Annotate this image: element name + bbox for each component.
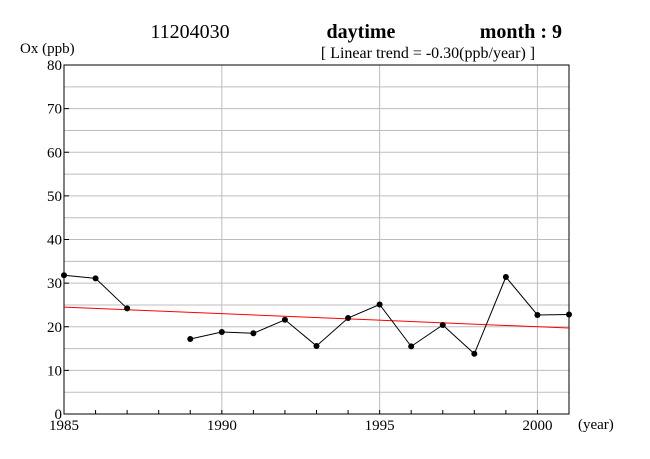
x-tick-label: 1995: [365, 418, 395, 434]
grid: [64, 65, 569, 414]
data-point: [376, 301, 383, 308]
data-point: [345, 315, 352, 322]
x-axis-label: (year): [578, 417, 614, 433]
y-tick-label: 40: [47, 233, 62, 249]
month-label: month : 9: [480, 21, 562, 43]
data-point: [218, 328, 225, 335]
data-point: [471, 350, 478, 357]
data-point: [187, 335, 194, 342]
y-tick-label: 60: [47, 145, 62, 161]
trend-line-segment: [63, 306, 570, 329]
y-tick-label: 10: [47, 363, 62, 379]
y-tick-label: 80: [47, 58, 62, 74]
y-tick-label: 30: [47, 276, 62, 292]
station-id: 11204030: [150, 21, 229, 43]
data-point: [439, 322, 446, 329]
tick-labels: 0 10 20 30 40 50 60 70 80 1985 1990 1995 2000: [47, 58, 552, 434]
data-point: [92, 275, 99, 282]
data-point: [313, 342, 320, 349]
data-point: [534, 311, 541, 318]
y-axis-label: Ox (ppb): [20, 41, 75, 57]
y-tick-label: 50: [47, 189, 62, 205]
data-point: [61, 272, 67, 279]
data-point: [408, 343, 415, 350]
axes: [63, 64, 570, 415]
trend-label: [ Linear trend = -0.30(ppb/year) ]: [321, 45, 535, 62]
trend-line: [63, 306, 570, 329]
y-tick-label: 0: [55, 407, 63, 423]
data-point: [502, 274, 509, 281]
data-point: [124, 305, 131, 312]
y-tick-label: 20: [47, 320, 62, 336]
series-ox: [61, 272, 572, 357]
x-tick-label: 2000: [522, 418, 552, 434]
y-tick-label: 70: [47, 102, 62, 118]
period-label: daytime: [327, 21, 396, 43]
data-point: [566, 311, 572, 318]
x-tick-label: 1990: [207, 418, 237, 434]
x-tick-label: 1985: [49, 418, 79, 434]
data-point: [281, 316, 288, 323]
data-point: [250, 330, 257, 337]
